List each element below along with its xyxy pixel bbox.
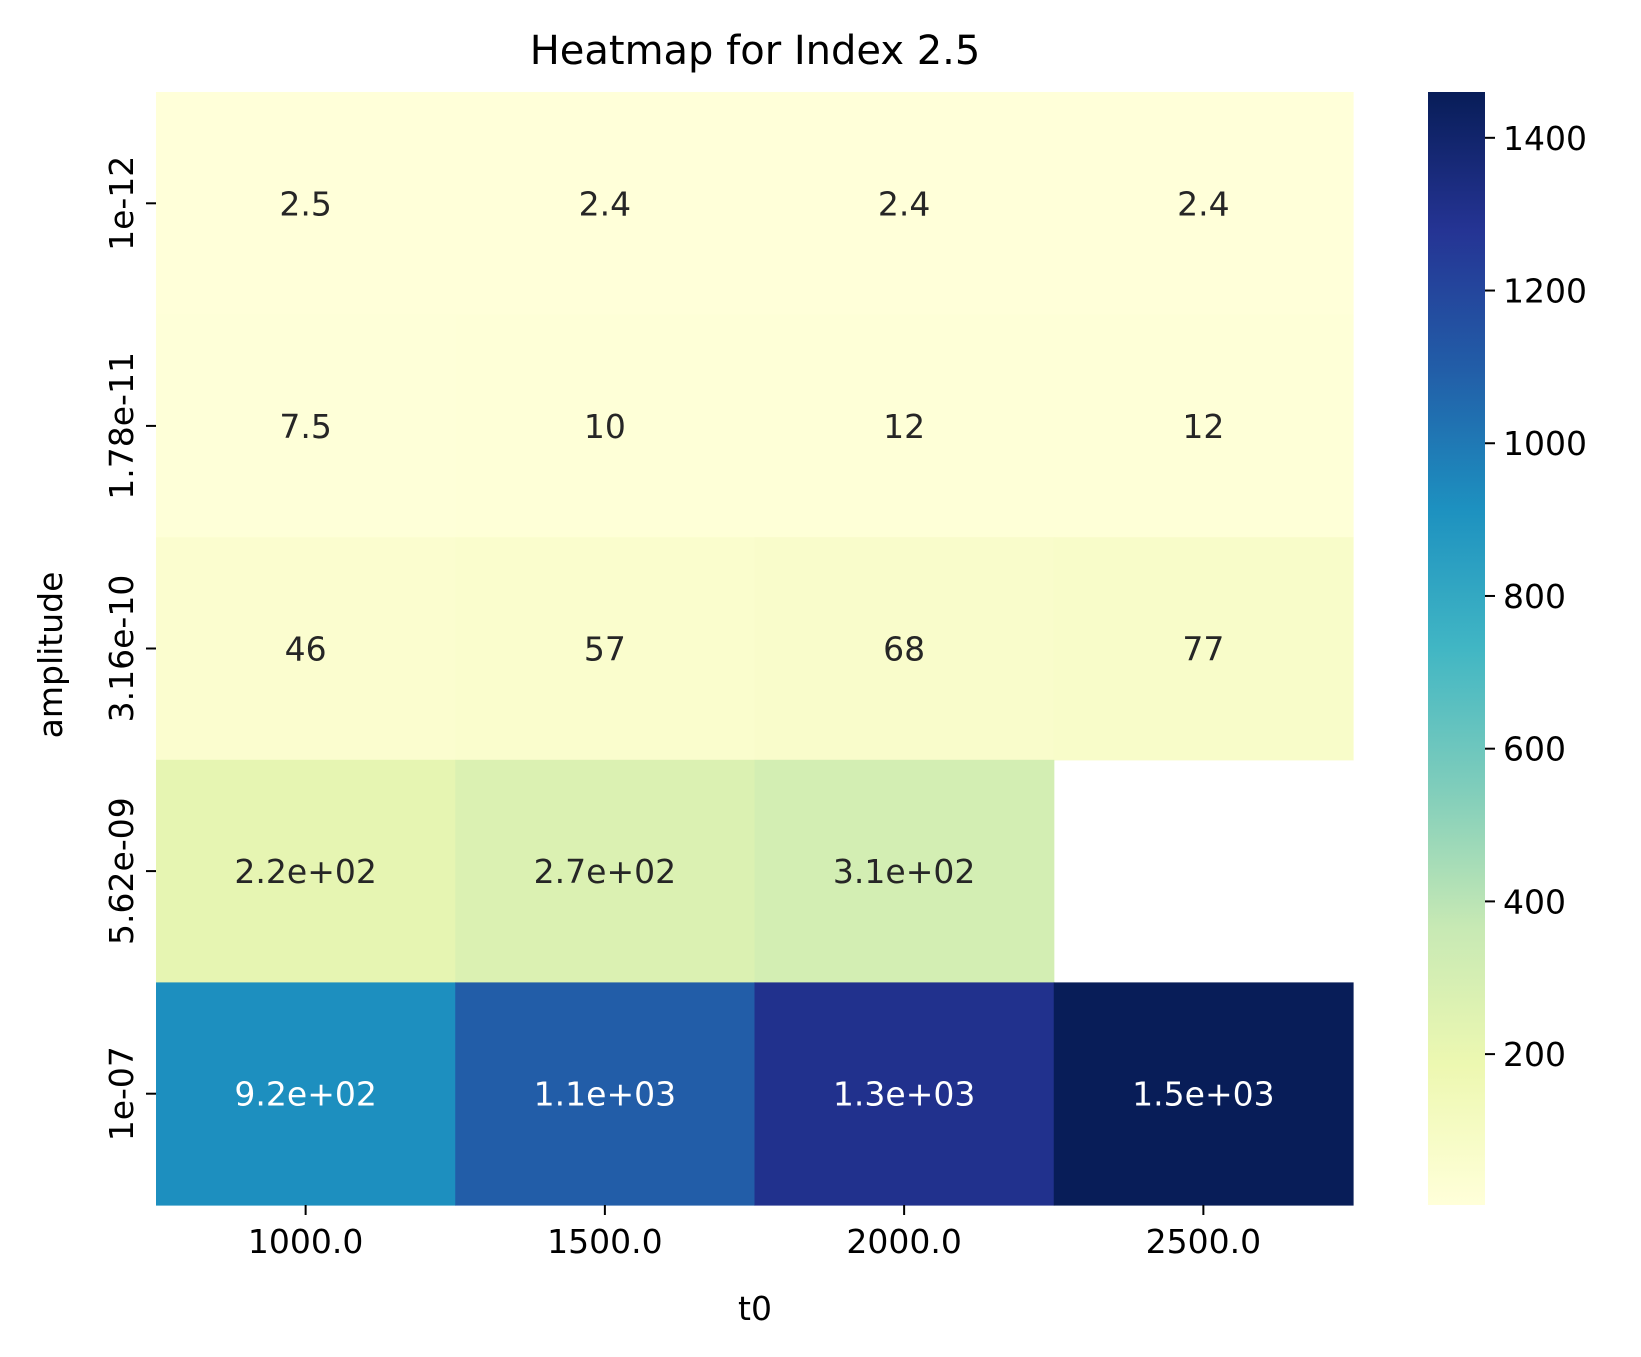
cell-value-label: 7.5 (279, 407, 331, 446)
cell-value-label: 2.5 (279, 184, 331, 223)
cell-value-label: 46 (285, 630, 327, 669)
heatmap-cell (156, 92, 456, 316)
heatmap-cell (455, 314, 756, 538)
cell-value-label: 2.4 (579, 184, 631, 223)
cell-value-label: 1.5e+03 (1132, 1075, 1274, 1114)
heatmap-cell (754, 982, 1055, 1206)
cell-value-label: 57 (584, 630, 626, 669)
colorbar (1428, 92, 1485, 1205)
cell-value-label: 2.7e+02 (534, 852, 676, 891)
cell-value-label: 68 (883, 630, 925, 669)
cell-value-label: 77 (1182, 630, 1224, 669)
colorbar-tick-label: 400 (1503, 882, 1566, 921)
heatmap-cell (156, 537, 456, 761)
heatmap-cell (455, 759, 756, 983)
cell-value-label: 2.4 (1177, 184, 1229, 223)
x-axis-label: t0 (738, 1289, 772, 1328)
heatmap-cell (754, 759, 1055, 983)
cell-value-label: 2.2e+02 (234, 852, 376, 891)
colorbar-tick-label: 1200 (1503, 272, 1587, 311)
x-tick-label: 2000.0 (846, 1222, 961, 1261)
heatmap-cell (455, 92, 756, 316)
colorbar-tick-label: 600 (1503, 730, 1566, 769)
cell-value-label: 3.1e+02 (833, 852, 975, 891)
cell-value-label: 1.1e+03 (534, 1075, 676, 1114)
y-tick-label: 3.16e-10 (102, 575, 141, 723)
heatmap-cell (754, 537, 1055, 761)
cell-value-label: 2.4 (878, 184, 930, 223)
heatmap-cell (1053, 314, 1354, 538)
y-axis-label: amplitude (31, 572, 70, 739)
y-tick-label: 5.62e-09 (102, 797, 141, 945)
colorbar-tick-label: 200 (1503, 1035, 1566, 1074)
y-tick-label: 1e-07 (102, 1046, 141, 1141)
cell-value-label: 12 (883, 407, 925, 446)
chart-title: Heatmap for Index 2.5 (530, 28, 981, 74)
cell-value-label: 9.2e+02 (234, 1075, 376, 1114)
x-tick-label: 1500.0 (547, 1222, 662, 1261)
heatmap-cell-labels: 2.5 2.4 2.4 2.4 7.5 10 12 12 46 57 68 77 2.2e+02 2.7e… (234, 184, 1274, 1113)
colorbar-tick-label: 1000 (1503, 424, 1587, 463)
colorbar-tick-label: 800 (1503, 577, 1566, 616)
cell-value-label: 1.3e+03 (833, 1075, 975, 1114)
heatmap-cell (754, 314, 1055, 538)
heatmap-cells (156, 92, 1354, 1206)
heatmap-cell (156, 314, 456, 538)
heatmap-cell (1053, 537, 1354, 761)
y-tick-label: 1e-12 (102, 156, 141, 251)
cell-value-label: 10 (584, 407, 626, 446)
colorbar-tick-label: 1400 (1503, 119, 1587, 158)
x-tick-label: 2500.0 (1146, 1222, 1261, 1261)
heatmap-cell (1053, 982, 1354, 1206)
heatmap-cell (455, 982, 756, 1206)
heatmap-cell (1053, 92, 1354, 316)
y-axis: 1e-12 1.78e-11 3.16e-10 5.62e-09 1e-07 (102, 156, 156, 1141)
x-tick-label: 1000.0 (248, 1222, 363, 1261)
heatmap-cell (455, 537, 756, 761)
colorbar-axis: 200 400 600 800 1000 1200 1400 (1485, 119, 1587, 1074)
x-axis: 1000.0 1500.0 2000.0 2500.0 (248, 1205, 1261, 1261)
heatmap-cell (156, 759, 456, 983)
y-tick-label: 1.78e-11 (102, 352, 141, 500)
cell-value-label: 12 (1182, 407, 1224, 446)
heatmap-cell (754, 92, 1055, 316)
heatmap-cell (156, 982, 456, 1206)
